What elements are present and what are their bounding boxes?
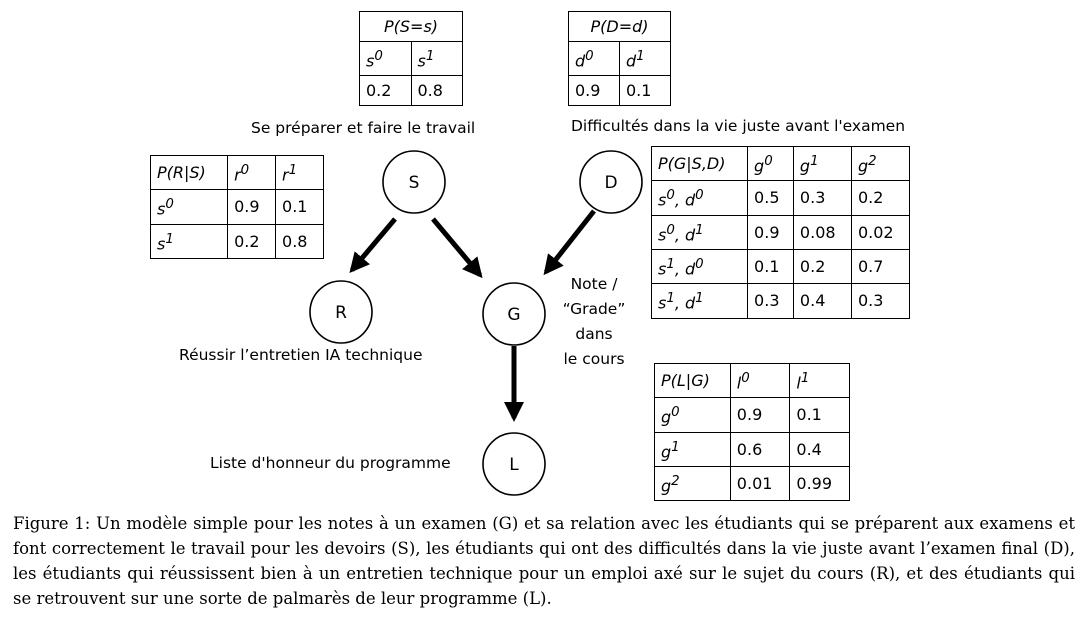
cpt-p-g-cell: 0.3 [747,283,794,319]
cpt-p-g-cell: 0.3 [850,283,911,319]
node-r-description: Réussir l’entretien IA technique [179,346,423,364]
cpt-p-d-col-1: d1 [619,40,671,77]
node-g: G [482,282,546,346]
cpt-p-g-cell: 0.2 [850,180,911,216]
cpt-p-l-cell: 0.01 [729,465,791,502]
node-d-description: Difficultés dans la vie juste avant l'ex… [571,117,906,135]
node-r-label: R [335,303,347,323]
cpt-p-r-row-head: s1 [149,223,229,259]
cpt-p-s: P(S=s) s0 s1 0.2 0.8 [359,11,463,107]
node-l-description: Liste d'honneur du programme [210,454,451,472]
cpt-p-l-cell: 0.9 [729,397,791,433]
cpt-p-l-cell: 0.99 [789,465,850,502]
node-g-label: G [507,305,520,325]
cpt-p-r-cell: 0.1 [275,189,324,225]
cpt-p-l-row-head: g1 [654,431,731,467]
cpt-p-d-col-0: d0 [568,40,620,77]
node-r: R [309,280,373,344]
cpt-p-s-value-1: 0.8 [410,75,463,107]
cpt-p-s-col-1: s1 [410,40,463,77]
cpt-p-g-cell: 0.7 [850,248,911,285]
cpt-p-g-cell: 0.3 [792,180,852,216]
edge-d-to-g [543,209,596,276]
cpt-p-l-cell: 0.1 [789,397,850,433]
cpt-p-r-col-0: r0 [227,154,277,191]
cpt-p-r-row-head: s0 [149,189,229,225]
bayesian-network-graph: S D R G L [309,150,643,496]
node-s: S [382,150,446,214]
cpt-p-r-cell: 0.9 [227,189,277,225]
cpt-p-s-header: P(S=s) [359,11,463,42]
node-s-label: S [409,173,420,193]
cpt-p-l-row-head: g2 [654,465,731,502]
cpt-p-l-row-head: g0 [654,397,731,433]
cpt-p-g-given-s-d: P(G|S,D) g0 g1 g2 s0, d0 0.5 0.3 0.2 s0,… [650,145,911,319]
cpt-p-l-col-1: l1 [789,362,850,399]
edge-s-to-r [349,217,397,274]
node-l: L [482,432,546,496]
cpt-p-s-value-0: 0.2 [359,75,412,107]
cpt-p-d-header: P(D=d) [568,11,671,42]
cpt-p-g-row-head: s0, d0 [650,180,749,216]
cpt-p-g-cell: 0.4 [792,283,852,319]
cpt-p-r-col-1: r1 [275,154,324,191]
cpt-p-r-cell: 0.8 [275,223,324,259]
cpt-p-g-cell: 0.9 [747,214,794,250]
cpt-p-g-col-2: g2 [850,145,911,182]
cpt-p-d-value-1: 0.1 [619,75,671,107]
cpt-p-r-cell: 0.2 [227,223,277,259]
cpt-p-g-col-0: g0 [747,145,794,182]
cpt-p-g-cell: 0.1 [747,248,794,285]
grade-note-line-1: Note / [570,275,618,293]
cpt-p-l-cell: 0.6 [729,431,791,467]
cpt-p-r-given-s: P(R|S) r0 r1 s0 0.9 0.1 s1 0.2 0.8 [149,154,324,259]
cpt-p-l-cell: 0.4 [789,431,850,467]
cpt-p-g-cell: 0.02 [850,214,911,250]
cpt-p-g-row-head: s1, d0 [650,248,749,285]
cpt-p-g-header: P(G|S,D) [650,145,749,182]
cpt-p-l-col-0: l0 [729,362,791,399]
edge-s-to-g [431,217,483,279]
cpt-p-l-header: P(L|G) [654,362,731,399]
cpt-p-g-col-1: g1 [792,145,852,182]
cpt-p-d-value-0: 0.9 [568,75,620,107]
cpt-p-g-row-head: s1, d1 [650,283,749,319]
grade-note-line-3: dans [575,325,613,343]
cpt-p-l-given-g: P(L|G) l0 l1 g0 0.9 0.1 g1 0.6 0.4 g2 0.… [654,362,850,502]
node-g-description: Note / “Grade” dans le cours [554,272,634,372]
cpt-p-d: P(D=d) d0 d1 0.9 0.1 [568,11,671,107]
grade-note-line-2: “Grade” [562,300,626,318]
node-l-label: L [509,455,519,475]
figure-caption: Figure 1: Un modèle simple pour les note… [13,514,1075,608]
cpt-p-g-cell: 0.2 [792,248,852,285]
cpt-p-g-cell: 0.08 [792,214,852,250]
node-s-description: Se préparer et faire le travail [251,119,476,137]
node-d: D [579,150,643,214]
cpt-p-g-row-head: s0, d1 [650,214,749,250]
cpt-p-r-header: P(R|S) [149,154,229,191]
cpt-p-g-cell: 0.5 [747,180,794,216]
node-d-label: D [604,173,617,193]
grade-note-line-4: le cours [563,350,625,368]
cpt-p-s-col-0: s0 [359,40,412,77]
